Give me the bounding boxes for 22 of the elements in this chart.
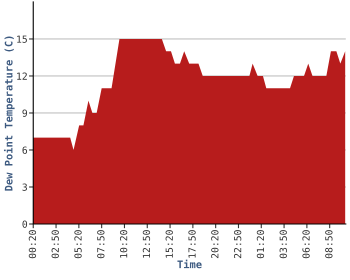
y-tick-label: 12 [17,72,27,80]
x-axis-title: Time [177,260,202,268]
x-tick-label: 15:20 [166,230,173,258]
y-tick-label: 15 [17,36,27,43]
x-tick-label: 20:20 [211,230,219,258]
y-tick-label: 0 [22,220,28,228]
x-tick-label: 00:20 [28,230,36,258]
y-tick-label: 6 [22,146,28,154]
x-tick-label: 06:20 [302,230,310,258]
x-tick-label: 22:50 [234,230,242,258]
y-tick-label: 3 [22,183,27,191]
x-tick-label: 02:50 [52,230,59,258]
y-tick-label: 9 [22,109,28,117]
x-tick-label: 01:20 [256,230,264,258]
x-tick-label: 17:50 [188,230,196,258]
x-tick-label: 12:50 [142,230,150,258]
y-axis-title: Dew Point Temperature (C) [4,36,15,191]
x-tick-label: 10:20 [120,230,128,258]
x-tick-label: 05:20 [74,230,82,258]
x-tick-label: 08:50 [325,230,333,258]
x-tick-label: 07:50 [97,230,105,258]
x-tick-label: 03:50 [280,230,287,258]
